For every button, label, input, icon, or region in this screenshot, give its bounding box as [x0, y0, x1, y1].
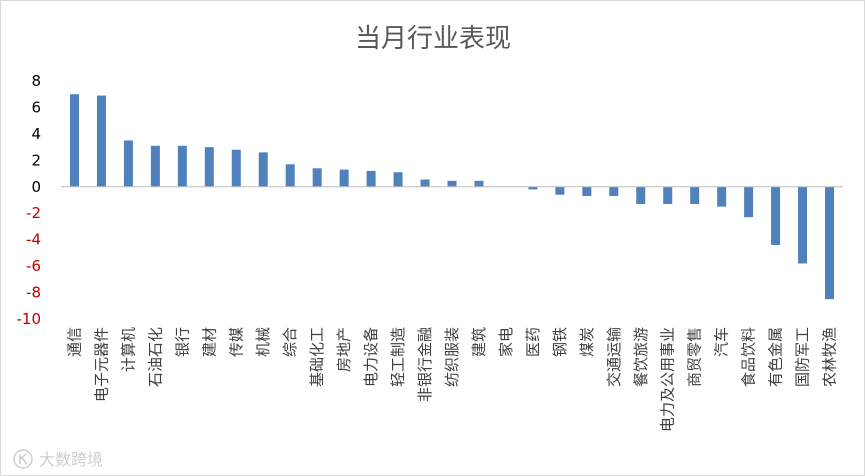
x-tick-label: 银行 [173, 327, 191, 357]
x-tick-label: 非银行金融 [416, 327, 434, 402]
y-axis: 8 6 4 2 0 -2 -4 -6 -8 -10 [17, 72, 42, 328]
x-tick-label: 农林牧渔 [821, 327, 839, 387]
x-tick-label: 纺织服装 [443, 327, 461, 387]
bar [312, 168, 322, 187]
bar [663, 186, 673, 204]
x-tick-label: 食品饮料 [740, 327, 758, 387]
bar [420, 179, 430, 187]
y-tick-label: -8 [26, 284, 41, 302]
x-tick-label: 计算机 [119, 327, 137, 372]
bar [582, 186, 592, 197]
y-tick-label: -2 [26, 204, 41, 222]
x-tick-label: 商贸零售 [686, 327, 704, 387]
chart-title: 当月行业表现 [355, 24, 511, 54]
y-tick-label: 2 [31, 151, 41, 169]
x-tick-label: 电力及公用事业 [659, 327, 677, 432]
watermark: 大数跨境 [13, 449, 103, 469]
y-tick-label: 4 [31, 125, 41, 143]
bar [339, 169, 349, 187]
x-tick-label: 医药 [524, 327, 542, 357]
bar [285, 164, 295, 187]
bar [717, 186, 727, 207]
ks-logo-icon [13, 449, 33, 469]
bar [258, 152, 268, 187]
x-tick-label: 国防军工 [794, 327, 812, 387]
x-axis-labels: 通信 电子元器件 计算机 石油石化 银行 建材 传媒 机械 综合 基础化工 房地产 电力设备 轻工制造非… [65, 327, 838, 432]
x-tick-label: 电子元器件 [92, 327, 110, 402]
x-tick-label: 通信 [65, 327, 83, 357]
x-tick-label: 石油石化 [146, 327, 164, 387]
bar [123, 140, 133, 187]
x-tick-label: 传媒 [227, 327, 245, 357]
x-tick-label: 有色金属 [767, 327, 785, 387]
bar [744, 186, 754, 218]
x-tick-label: 电力设备 [362, 327, 380, 387]
bar [150, 145, 160, 187]
bar [771, 186, 781, 245]
bar [69, 94, 79, 187]
bars [69, 94, 835, 300]
bar [393, 172, 403, 187]
x-tick-label: 基础化工 [308, 327, 326, 387]
x-tick-label: 煤炭 [578, 327, 596, 357]
bar [204, 147, 214, 187]
x-tick-label: 轻工制造 [389, 327, 407, 387]
x-tick-label: 餐饮旅游 [632, 327, 650, 387]
x-tick-label: 家电 [497, 327, 515, 357]
bar [636, 186, 646, 204]
x-tick-label: 交通运输 [605, 327, 623, 387]
x-tick-label: 综合 [281, 327, 299, 357]
y-tick-label: -10 [17, 310, 42, 328]
x-tick-label: 建材 [200, 327, 218, 357]
bar [96, 95, 106, 187]
bar [825, 186, 835, 300]
x-tick-label: 钢铁 [551, 327, 569, 357]
bar [177, 145, 187, 187]
x-tick-label: 房地产 [335, 327, 353, 372]
x-tick-label: 机械 [254, 327, 272, 357]
bar [609, 186, 619, 197]
y-tick-label: -4 [26, 231, 41, 249]
bar [555, 186, 565, 195]
bar [366, 170, 376, 187]
x-tick-label: 建筑 [470, 327, 488, 357]
bar [447, 180, 457, 187]
bar [474, 180, 484, 187]
y-tick-label: 8 [31, 72, 41, 90]
bar [231, 149, 241, 187]
bar [798, 186, 808, 264]
bar [690, 186, 700, 204]
bar [528, 186, 538, 190]
x-tick-label: 汽车 [713, 327, 731, 357]
y-tick-label: -6 [26, 257, 41, 275]
watermark-text: 大数跨境 [39, 450, 103, 469]
y-tick-label: 0 [31, 178, 41, 196]
y-tick-label: 6 [31, 98, 41, 116]
